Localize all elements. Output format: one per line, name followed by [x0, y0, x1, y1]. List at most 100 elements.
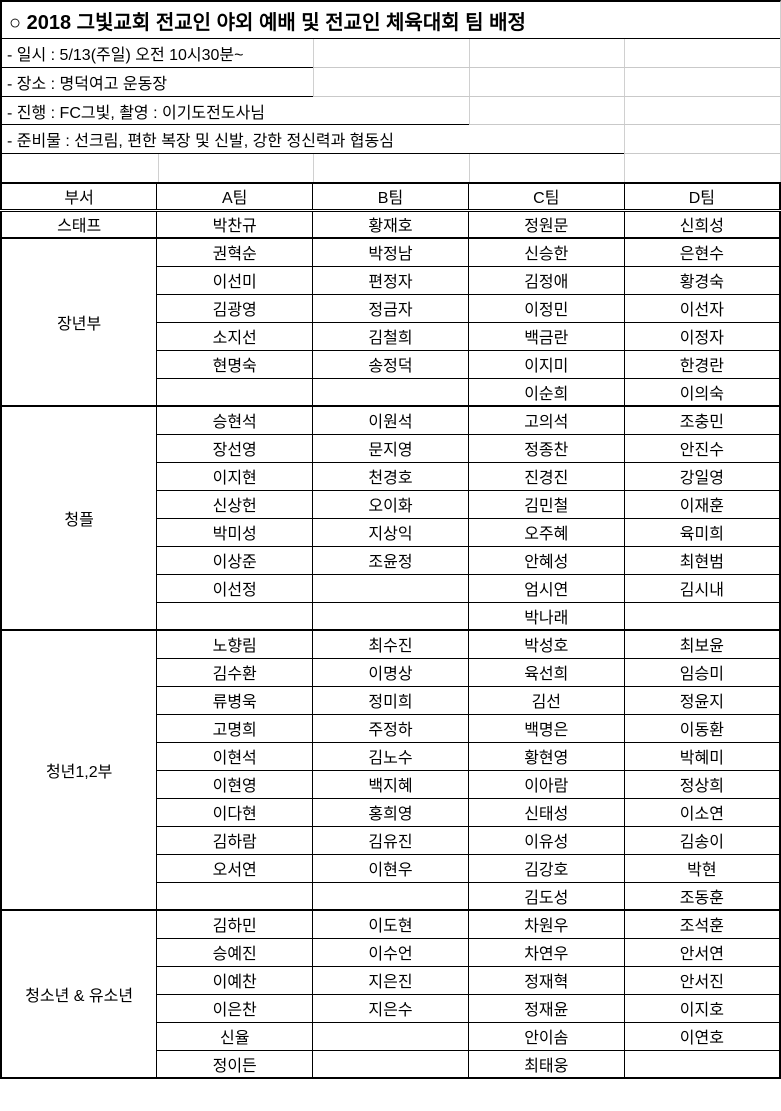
table-row: 류병욱 정미희 김선 정윤지 [1, 685, 781, 715]
gridline [157, 154, 159, 182]
table-row: 고명희 주정하 백명은 이동환 [1, 713, 781, 743]
table-row: 현명숙 송정덕 이지미 한경란 [1, 349, 781, 379]
member-cell: 이정자 [623, 321, 781, 351]
member-cell: 김민철 [467, 489, 625, 519]
member-cell: 조충민 [623, 405, 781, 435]
table-header-row: 부서 A팀 B팀 C팀 D팀 [0, 182, 781, 212]
empty-cell [312, 1021, 469, 1051]
member-cell: 신태성 [467, 797, 625, 827]
member-cell: 주정하 [312, 713, 469, 743]
cell-border [2, 124, 469, 125]
member-cell: 진경진 [467, 461, 625, 491]
dept-cell: 스태프 [0, 209, 158, 239]
member-cell: 정상희 [623, 769, 781, 799]
table-row: 청소년 & 유소년 김하민 이도현 차원우 조석훈 [0, 909, 781, 1079]
member-cell: 조석훈 [623, 909, 781, 939]
table-row: 이현석 김노수 황현영 박혜미 [1, 741, 781, 771]
member-cell: 박현 [623, 853, 781, 883]
member-cell: 이현우 [312, 853, 469, 883]
member-cell: 김노수 [312, 741, 469, 771]
empty-cell [312, 881, 469, 911]
member-cell: 최현범 [623, 545, 781, 575]
member-cell: 박찬규 [156, 209, 314, 239]
gridline [624, 125, 626, 153]
member-cell: 차연우 [467, 937, 625, 967]
member-cell: 이순희 [467, 377, 625, 407]
member-cell: 편정자 [312, 265, 469, 295]
member-cell: 안진수 [623, 433, 781, 463]
empty-cell [623, 1049, 781, 1079]
page-title: ○ 2018 그빛교회 전교인 야외 예배 및 전교인 체육대회 팀 배정 [9, 11, 526, 34]
member-cell: 최보윤 [623, 629, 781, 659]
member-cell: 최수진 [312, 629, 469, 659]
member-cell: 조동훈 [623, 881, 781, 911]
info-text-place: - 장소 : 명덕여고 운동장 [7, 76, 168, 93]
member-cell: 장선영 [156, 433, 314, 463]
table-row: 이순희 이의숙 [1, 377, 781, 407]
member-cell: 류병욱 [156, 685, 314, 715]
member-cell: 육미희 [623, 517, 781, 547]
member-cell: 이은찬 [156, 993, 314, 1023]
member-cell: 황현영 [467, 741, 625, 771]
member-cell: 이지호 [623, 993, 781, 1023]
member-cell: 문지영 [312, 433, 469, 463]
dept-cell: 청년1,2부 [0, 629, 158, 911]
spreadsheet: ○ 2018 그빛교회 전교인 야외 예배 및 전교인 체육대회 팀 배정 - … [0, 0, 781, 1079]
dept-cell: 청소년 & 유소년 [0, 909, 158, 1079]
member-cell: 박나래 [467, 601, 625, 631]
member-cell: 이유성 [467, 825, 625, 855]
member-cell: 소지선 [156, 321, 314, 351]
member-cell: 신승한 [467, 237, 625, 267]
table-row: 오서연 이현우 김강호 박현 [1, 853, 781, 883]
member-cell: 천경호 [312, 461, 469, 491]
member-cell: 김하민 [156, 909, 314, 939]
table-row: 김수환 이명상 육선희 임승미 [1, 657, 781, 687]
member-cell: 차원우 [467, 909, 625, 939]
member-cell: 안혜성 [467, 545, 625, 575]
member-cell: 이재훈 [623, 489, 781, 519]
member-cell: 홍희영 [312, 797, 469, 827]
member-cell: 이예찬 [156, 965, 314, 995]
member-cell: 김송이 [623, 825, 781, 855]
info-line-host: - 진행 : FC그빛, 촬영 : 이기도전도사님 [2, 97, 780, 125]
member-cell: 이현석 [156, 741, 314, 771]
empty-cell [623, 601, 781, 631]
member-cell: 박성호 [467, 629, 625, 659]
table-row: 김광영 정금자 이정민 이선자 [1, 293, 781, 323]
gridline [624, 68, 626, 96]
gridline [313, 68, 315, 96]
member-cell: 고명희 [156, 713, 314, 743]
empty-cell [156, 601, 314, 631]
member-cell: 김유진 [312, 825, 469, 855]
member-cell: 정미희 [312, 685, 469, 715]
team-assignment-table: 부서 A팀 B팀 C팀 D팀 스태프 박찬규 황재호 정원문 신희성 장년부 권혁순 박정남 신… [0, 182, 781, 1079]
info-text-items: - 준비물 : 선크림, 편한 복장 및 신발, 강한 정신력과 협동심 [7, 133, 394, 150]
member-cell: 이지현 [156, 461, 314, 491]
table-row: 장년부 권혁순 박정남 신승한 은현수 [0, 237, 781, 407]
column-header-dept: 부서 [0, 182, 158, 212]
member-cell: 박정남 [312, 237, 469, 267]
info-text-date: - 일시 : 5/13(주일) 오전 10시30분~ [7, 47, 244, 64]
column-header-team-a: A팀 [156, 182, 314, 212]
info-line-place: - 장소 : 명덕여고 운동장 [2, 68, 780, 97]
member-cell: 박혜미 [623, 741, 781, 771]
table-row: 청플 승현석 이원석 고의석 조충민 [0, 405, 781, 631]
header-info-section: ○ 2018 그빛교회 전교인 야외 예배 및 전교인 체육대회 팀 배정 - … [0, 0, 781, 182]
gridline [624, 154, 626, 182]
member-cell: 황경숙 [623, 265, 781, 295]
member-cell: 김수환 [156, 657, 314, 687]
dept-cell: 청플 [0, 405, 158, 631]
member-cell: 송정덕 [312, 349, 469, 379]
member-cell: 이상준 [156, 545, 314, 575]
member-cell: 김강호 [467, 853, 625, 883]
member-cell: 이선자 [623, 293, 781, 323]
member-cell: 한경란 [623, 349, 781, 379]
empty-cell [312, 377, 469, 407]
table-row: 김도성 조동훈 [1, 881, 781, 911]
gridline [313, 154, 315, 182]
member-cell: 현명숙 [156, 349, 314, 379]
member-cell: 이원석 [312, 405, 469, 435]
table-row: 정이든 최태웅 [1, 1049, 781, 1079]
empty-cell [156, 377, 314, 407]
table-row: 소지선 김철희 백금란 이정자 [1, 321, 781, 351]
